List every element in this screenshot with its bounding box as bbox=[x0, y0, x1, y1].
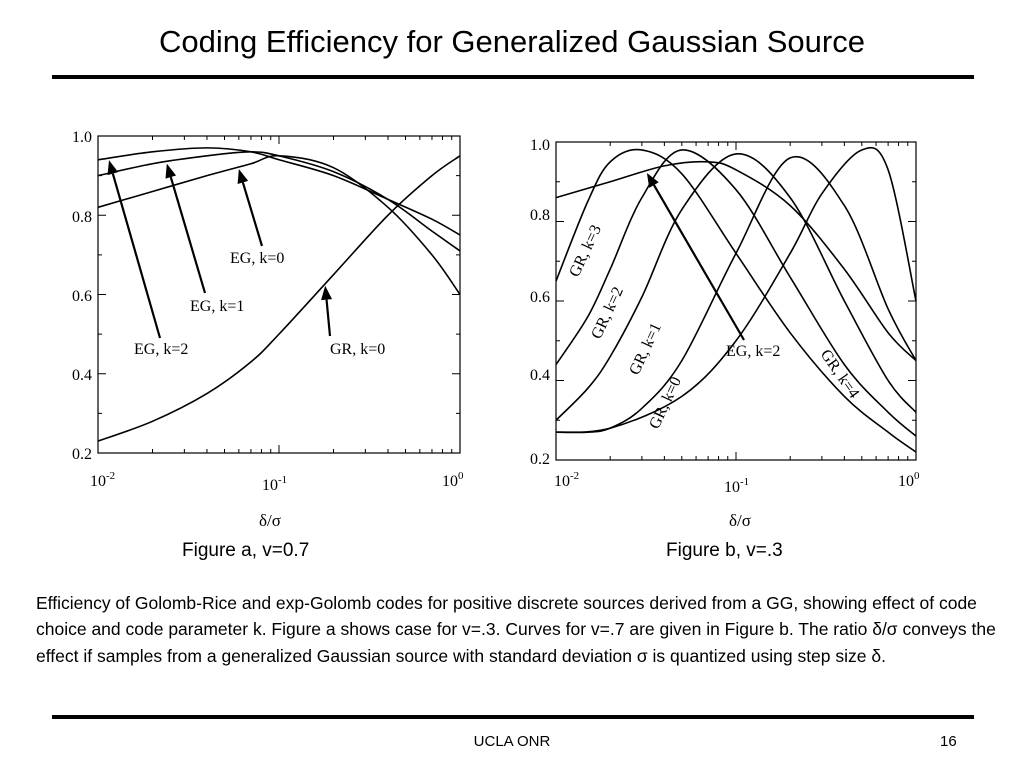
curve-label-eg-k2: EG, k=2 bbox=[134, 341, 188, 358]
y-tick-label: 0.8 bbox=[72, 209, 92, 226]
x-tick-label: 10-2 bbox=[90, 470, 115, 490]
annotation-arrowhead-eg-k-2 bbox=[646, 172, 659, 188]
series-line-gr-k-4 bbox=[555, 147, 917, 433]
series-line-eg-k-2 bbox=[555, 160, 917, 362]
x-axis-label: δ/σ bbox=[259, 511, 281, 530]
footer-center: UCLA ONR bbox=[473, 733, 551, 750]
annotation-arrow-eg-k-2 bbox=[653, 184, 745, 341]
curve-label-gr-k2: GR, k=2 bbox=[588, 284, 627, 341]
annotation-arrowhead-eg-k-1 bbox=[165, 163, 177, 179]
y-tick-label: 0.4 bbox=[72, 367, 92, 384]
x-tick-label: 10-1 bbox=[262, 474, 287, 494]
y-tick-label: 0.6 bbox=[530, 289, 550, 306]
figure-b-caption: Figure b, v=.3 bbox=[666, 540, 783, 561]
x-tick-label: 100 bbox=[442, 470, 464, 490]
series-line-eg-k-1 bbox=[97, 151, 461, 252]
chart-figure-a: 1.0 0.8 0.6 0.4 0.2 10-2 10-1 100 δ/σ EG… bbox=[72, 129, 464, 530]
y-tick-label: 0.6 bbox=[72, 288, 92, 305]
page-number: 16 bbox=[940, 733, 957, 750]
curve-label-eg-k0: EG, k=0 bbox=[230, 250, 284, 267]
series-line-eg-k-2 bbox=[97, 147, 461, 236]
curve-label-eg-k2: EG, k=2 bbox=[726, 343, 780, 360]
x-tick-label: 100 bbox=[898, 470, 920, 490]
curve-label-eg-k1: EG, k=1 bbox=[190, 298, 244, 315]
curve-label-gr-k1: GR, k=1 bbox=[626, 320, 665, 377]
annotation-arrowhead-eg-k-0 bbox=[237, 169, 249, 185]
annotation-arrowhead-eg-k-2 bbox=[107, 160, 119, 176]
y-tick-label: 0.2 bbox=[530, 451, 550, 468]
x-tick-label: 10-2 bbox=[554, 470, 579, 490]
series-line-gr-k-2 bbox=[555, 149, 917, 437]
footer-divider bbox=[52, 715, 974, 719]
curve-label-gr-k0: GR, k=0 bbox=[646, 374, 685, 431]
y-tick-label: 0.8 bbox=[530, 207, 550, 224]
annotation-arrow-gr-k-0 bbox=[325, 299, 332, 337]
chart-figure-b: 1.0 0.8 0.6 0.4 0.2 10-2 10-1 100 δ/σ EG… bbox=[530, 137, 920, 530]
y-tick-label: 0.2 bbox=[72, 446, 92, 463]
plot-frame bbox=[97, 135, 461, 454]
x-axis-label: δ/σ bbox=[729, 511, 751, 530]
y-tick-label: 1.0 bbox=[72, 129, 92, 146]
series-line-gr-k-3 bbox=[555, 148, 917, 453]
x-tick-label: 10-1 bbox=[724, 476, 749, 496]
annotation-arrow-eg-k-1 bbox=[169, 176, 207, 294]
series-line-eg-k-0 bbox=[97, 155, 461, 295]
series-line-gr-k-0 bbox=[97, 155, 461, 442]
y-tick-label: 0.4 bbox=[530, 367, 550, 384]
y-tick-label: 1.0 bbox=[530, 137, 550, 154]
slide-description: Efficiency of Golomb-Rice and exp-Golomb… bbox=[36, 593, 996, 666]
curve-label-gr-k0: GR, k=0 bbox=[330, 341, 385, 358]
annotation-arrowhead-gr-k-0 bbox=[321, 285, 333, 301]
curve-label-gr-k3: GR, k=3 bbox=[566, 222, 605, 279]
figure-a-caption: Figure a, v=0.7 bbox=[182, 540, 310, 561]
annotation-arrow-eg-k-2 bbox=[111, 173, 162, 339]
annotation-arrow-eg-k-0 bbox=[241, 182, 264, 247]
title-divider bbox=[52, 75, 974, 79]
slide-title: Coding Efficiency for Generalized Gaussi… bbox=[159, 24, 865, 59]
series-line-gr-k-1 bbox=[555, 153, 917, 421]
